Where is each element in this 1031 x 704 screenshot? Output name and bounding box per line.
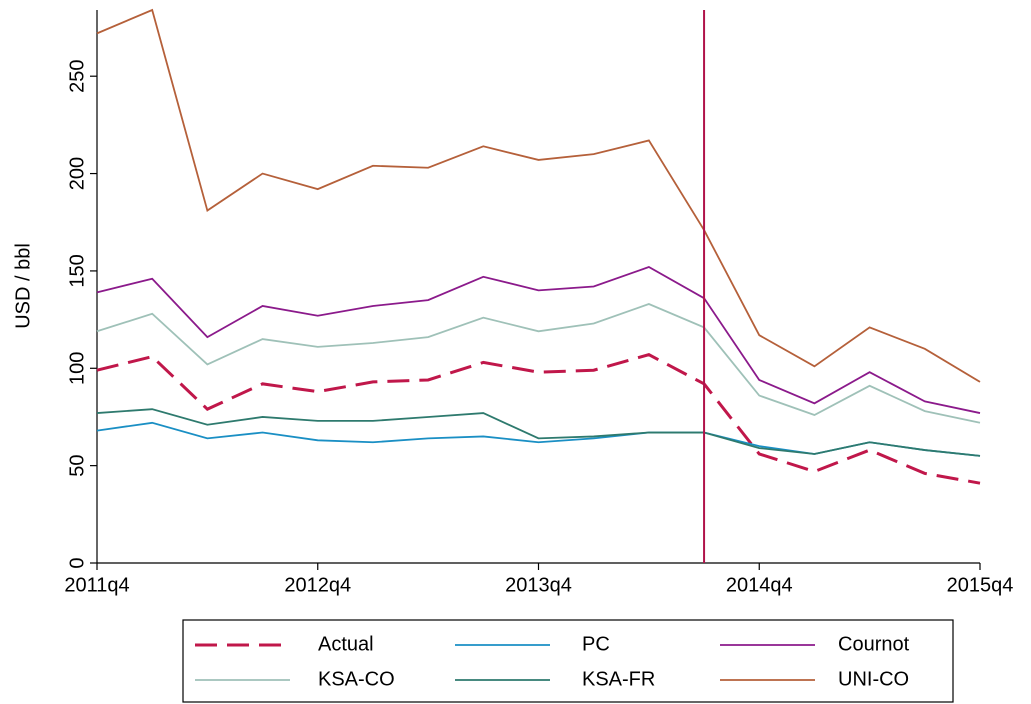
y-tick-label: 50 bbox=[66, 455, 88, 477]
legend-box bbox=[182, 619, 954, 703]
x-tick-label: 2012q4 bbox=[284, 574, 351, 596]
x-tick-label: 2014q4 bbox=[726, 574, 793, 596]
x-tick-label: 2015q4 bbox=[947, 574, 1014, 596]
series-line bbox=[96, 8, 981, 383]
series-line bbox=[96, 266, 981, 414]
y-tick-label: 150 bbox=[66, 254, 88, 287]
y-tick-label: 0 bbox=[66, 557, 88, 568]
x-tick-label: 2013q4 bbox=[505, 574, 572, 596]
y-tick-label: 200 bbox=[66, 157, 88, 190]
y-tick-label: 250 bbox=[66, 60, 88, 93]
series-line bbox=[96, 303, 981, 424]
legend-label: Cournot bbox=[838, 633, 910, 655]
y-tick-label: 100 bbox=[66, 352, 88, 385]
series-line bbox=[96, 421, 981, 457]
series-line bbox=[96, 408, 981, 457]
legend-label: KSA-FR bbox=[582, 668, 655, 690]
legend-label: PC bbox=[582, 633, 610, 655]
series-line bbox=[96, 353, 981, 485]
legend-label: Actual bbox=[318, 633, 374, 655]
x-tick-label: 2011q4 bbox=[64, 574, 129, 596]
y-axis-label: USD / bbl bbox=[12, 243, 34, 329]
legend-label: KSA-CO bbox=[318, 668, 395, 690]
legend-label: UNI-CO bbox=[838, 668, 909, 690]
